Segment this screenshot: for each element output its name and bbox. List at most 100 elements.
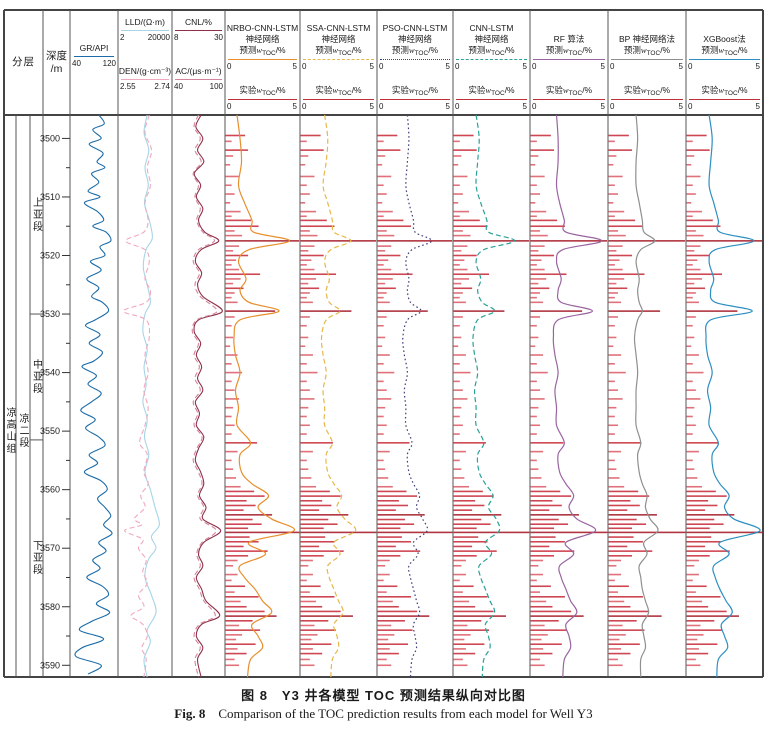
experimental-toc-bar: [225, 184, 232, 187]
experimental-toc-bar: [225, 301, 238, 304]
strat-header-label: 分层: [12, 56, 35, 68]
toc-scale-min: 0: [532, 62, 537, 71]
experimental-toc-bar: [377, 564, 386, 567]
experimental-scale-line: [533, 99, 605, 100]
experimental-toc-bar: [225, 250, 234, 252]
experimental-toc-bar: [453, 230, 463, 232]
experimental-toc-bar: [453, 450, 466, 453]
experimental-toc-bar: [530, 459, 537, 462]
experimental-toc-bar: [686, 518, 715, 521]
experimental-toc-bar: [300, 527, 324, 530]
experimental-toc-bar: [530, 278, 547, 280]
experimental-toc-bar: [608, 287, 628, 290]
experimental-toc-bar: [608, 282, 617, 285]
experimental-toc-bar: [377, 240, 453, 242]
experimental-toc-bar: [453, 254, 477, 257]
experimental-toc-bar: [300, 468, 309, 470]
predicted-toc-label: 预测wTOC/%: [545, 45, 593, 57]
toc-scale-min: 0: [227, 62, 232, 71]
experimental-toc-bar: [377, 518, 405, 521]
experimental-toc-bar: [608, 292, 618, 294]
experimental-toc-bar: [608, 424, 618, 427]
experimental-toc-bar: [225, 624, 240, 627]
experimental-toc-bar: [530, 585, 551, 588]
strat-submember-label-0: 上亚段: [30, 196, 42, 233]
experimental-toc-bar: [530, 610, 572, 613]
prediction-curve-SSA-CNN-LSTM: [320, 114, 357, 678]
experimental-toc-bar: [608, 648, 622, 650]
predicted-scale-line: [533, 59, 605, 60]
experimental-toc-bar: [453, 490, 483, 493]
experimental-toc-bar: [608, 540, 643, 543]
experimental-toc-bar: [453, 371, 471, 374]
experimental-toc-bar: [225, 523, 262, 526]
experimental-toc-bar: [608, 273, 645, 276]
experimental-toc-bar: [686, 664, 701, 667]
cnl-scale-line: [175, 30, 222, 31]
experimental-toc-bar: [300, 406, 309, 409]
prediction-curve-RF 算法: [552, 114, 603, 678]
experimental-toc-bar: [377, 175, 392, 178]
experimental-toc-bar: [300, 624, 315, 627]
experimental-toc-bar: [608, 485, 625, 488]
experimental-toc-bar: [377, 336, 386, 339]
experimental-toc-bar: [225, 495, 265, 497]
model-name: NRBO-CNN-LSTM: [226, 23, 299, 33]
experimental-toc-bar: [453, 591, 463, 593]
experimental-toc-bar: [530, 240, 608, 242]
experimental-toc-bar: [530, 371, 548, 374]
experimental-toc-bar: [225, 643, 256, 646]
experimental-toc-bar: [225, 477, 237, 479]
experimental-toc-bar: [453, 175, 468, 178]
experimental-toc-bar: [377, 620, 405, 622]
experimental-toc-bar: [300, 210, 316, 213]
experimental-toc-bar: [686, 371, 704, 374]
strat-submember-label-1: 中亚段: [30, 358, 42, 395]
experimental-toc-bar: [453, 648, 466, 650]
toc-scale-max: 5: [600, 102, 605, 111]
model-header-cell-SSA-CNN-LSTM: SSA-CNN-LSTM 神经网络 预测wTOC/% 0 5 实验wTOC/% 0 5: [300, 10, 377, 115]
experimental-toc-bar: [530, 301, 544, 304]
model-name: SSA-CNN-LSTM: [306, 23, 371, 33]
experimental-toc-bar: [300, 518, 329, 521]
depth-label: 3540: [40, 368, 60, 378]
experimental-toc-bar: [225, 219, 252, 222]
predicted-toc-label: 预测wTOC/%: [623, 45, 671, 57]
experimental-toc-bar: [608, 363, 615, 365]
experimental-toc-bar: [608, 477, 620, 479]
experimental-toc-bar: [608, 600, 625, 603]
experimental-toc-bar: [453, 140, 460, 143]
experimental-toc-bar: [608, 140, 615, 143]
experimental-toc-bar: [608, 245, 623, 247]
experimental-toc-bar: [225, 245, 240, 247]
experimental-toc-bar: [686, 634, 704, 636]
predicted-scale-line: [303, 59, 374, 60]
experimental-toc-bar: [608, 134, 629, 137]
experimental-toc-bar: [686, 282, 695, 285]
experimental-toc-bar: [225, 595, 259, 598]
experimental-toc-bar: [300, 664, 315, 667]
experimental-toc-bar: [377, 268, 392, 271]
experimental-toc-bar: [530, 264, 537, 266]
experimental-toc-bar: [530, 518, 559, 521]
experimental-toc-bar: [453, 514, 502, 516]
experimental-toc-bar: [608, 398, 623, 400]
experimental-toc-bar: [225, 287, 244, 290]
lld-max: 20000: [147, 33, 170, 42]
experimental-toc-bar: [300, 424, 310, 427]
experimental-toc-bar: [608, 658, 618, 661]
experimental-toc-bar: [453, 442, 486, 444]
model-header-cell-RF 算法: RF 算法 预测wTOC/% 0 5 实验wTOC/% 0 5: [530, 10, 608, 115]
experimental-toc-bar: [377, 310, 428, 312]
experimental-toc-bar: [377, 389, 387, 391]
experimental-toc-bar: [686, 363, 693, 365]
experimental-toc-bar: [686, 380, 693, 383]
model-header-cell-NRBO-CNN-LSTM: NRBO-CNN-LSTM 神经网络 预测wTOC/% 0 5 实验wTOC/% 0 5: [225, 10, 300, 115]
experimental-toc-bar: [686, 406, 695, 409]
experimental-toc-bar: [300, 634, 318, 636]
toc-scale-min: 0: [227, 102, 232, 111]
experimental-toc-bar: [225, 459, 232, 462]
experimental-toc-bar: [453, 527, 477, 530]
experimental-toc-bar: [686, 215, 693, 218]
experimental-toc-bar: [453, 634, 471, 636]
